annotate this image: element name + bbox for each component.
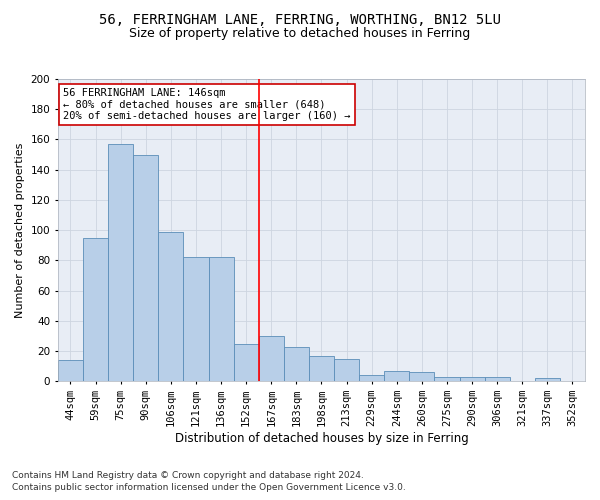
Text: Size of property relative to detached houses in Ferring: Size of property relative to detached ho… xyxy=(130,28,470,40)
Bar xyxy=(334,358,359,382)
Bar xyxy=(184,258,209,382)
Bar xyxy=(434,377,460,382)
Bar xyxy=(158,232,184,382)
Text: 56, FERRINGHAM LANE, FERRING, WORTHING, BN12 5LU: 56, FERRINGHAM LANE, FERRING, WORTHING, … xyxy=(99,12,501,26)
Bar xyxy=(233,344,259,382)
Bar xyxy=(309,356,334,382)
Text: 56 FERRINGHAM LANE: 146sqm
← 80% of detached houses are smaller (648)
20% of sem: 56 FERRINGHAM LANE: 146sqm ← 80% of deta… xyxy=(63,88,351,122)
Bar xyxy=(384,370,409,382)
Bar xyxy=(108,144,133,382)
Bar xyxy=(83,238,108,382)
Bar xyxy=(133,154,158,382)
Bar xyxy=(535,378,560,382)
Bar xyxy=(209,258,233,382)
Text: Contains HM Land Registry data © Crown copyright and database right 2024.: Contains HM Land Registry data © Crown c… xyxy=(12,471,364,480)
Bar xyxy=(485,377,510,382)
Bar xyxy=(58,360,83,382)
Y-axis label: Number of detached properties: Number of detached properties xyxy=(15,142,25,318)
X-axis label: Distribution of detached houses by size in Ferring: Distribution of detached houses by size … xyxy=(175,432,469,445)
Bar xyxy=(409,372,434,382)
Bar xyxy=(259,336,284,382)
Bar xyxy=(284,346,309,382)
Bar xyxy=(359,376,384,382)
Text: Contains public sector information licensed under the Open Government Licence v3: Contains public sector information licen… xyxy=(12,484,406,492)
Bar xyxy=(460,377,485,382)
